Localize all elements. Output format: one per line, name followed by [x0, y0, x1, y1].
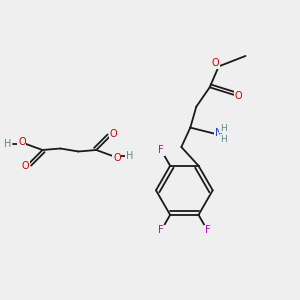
Text: F: F	[158, 145, 164, 155]
Text: O: O	[18, 136, 26, 147]
Text: H: H	[126, 151, 133, 161]
Text: F: F	[158, 225, 164, 236]
Text: O: O	[211, 58, 219, 68]
Text: H: H	[220, 135, 227, 144]
Text: O: O	[110, 129, 117, 139]
Text: H: H	[220, 124, 226, 133]
Text: N: N	[214, 128, 222, 138]
Text: F: F	[205, 225, 210, 236]
Text: O: O	[22, 161, 29, 171]
Text: O: O	[234, 91, 242, 101]
Text: O: O	[113, 153, 121, 164]
Text: H: H	[4, 139, 11, 149]
